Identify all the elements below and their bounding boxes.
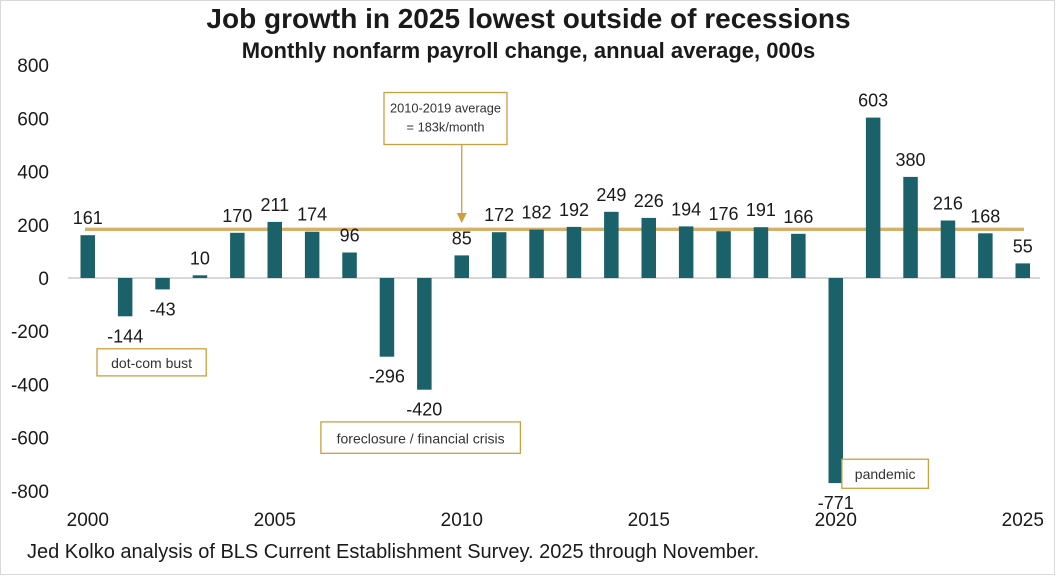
- svg-text:pandemic: pandemic: [855, 466, 916, 482]
- svg-text:55: 55: [1013, 236, 1033, 256]
- svg-text:2020: 2020: [815, 510, 857, 531]
- svg-text:2010: 2010: [441, 510, 483, 531]
- svg-text:-296: -296: [369, 367, 405, 387]
- svg-text:380: 380: [895, 150, 925, 170]
- svg-text:dot-com bust: dot-com bust: [111, 355, 192, 371]
- svg-text:176: 176: [708, 204, 738, 224]
- svg-text:166: 166: [783, 207, 813, 227]
- svg-text:194: 194: [671, 199, 701, 219]
- svg-text:168: 168: [970, 206, 1000, 226]
- svg-text:10: 10: [190, 248, 210, 268]
- svg-text:192: 192: [559, 200, 589, 220]
- svg-text:foreclosure / financial crisis: foreclosure / financial crisis: [337, 430, 505, 446]
- svg-text:-43: -43: [150, 299, 176, 319]
- svg-text:800: 800: [17, 56, 49, 77]
- svg-text:170: 170: [222, 206, 252, 226]
- svg-text:161: 161: [73, 208, 103, 228]
- svg-text:174: 174: [297, 205, 327, 225]
- svg-text:603: 603: [858, 91, 888, 111]
- svg-text:2015: 2015: [628, 510, 670, 531]
- svg-text:226: 226: [634, 191, 664, 211]
- svg-text:-144: -144: [107, 326, 143, 346]
- svg-text:-200: -200: [11, 322, 49, 343]
- svg-text:182: 182: [521, 203, 551, 223]
- svg-text:= 183k/month: = 183k/month: [407, 120, 485, 135]
- svg-text:85: 85: [452, 228, 472, 248]
- svg-text:96: 96: [340, 226, 360, 246]
- svg-text:2010-2019 average: 2010-2019 average: [390, 101, 501, 116]
- svg-text:216: 216: [933, 194, 963, 214]
- svg-text:200: 200: [17, 216, 49, 237]
- svg-text:2000: 2000: [67, 510, 109, 531]
- svg-text:211: 211: [260, 195, 289, 215]
- svg-text:600: 600: [17, 109, 49, 130]
- svg-text:191: 191: [746, 200, 776, 220]
- svg-text:249: 249: [596, 185, 626, 205]
- svg-text:0: 0: [38, 269, 49, 290]
- svg-text:-420: -420: [406, 400, 442, 420]
- svg-text:172: 172: [484, 205, 514, 225]
- svg-text:-400: -400: [11, 375, 49, 396]
- svg-text:2005: 2005: [254, 510, 296, 531]
- svg-text:2025: 2025: [1002, 510, 1044, 531]
- svg-text:-800: -800: [11, 482, 49, 503]
- svg-text:400: 400: [17, 163, 49, 184]
- svg-text:-600: -600: [11, 429, 49, 450]
